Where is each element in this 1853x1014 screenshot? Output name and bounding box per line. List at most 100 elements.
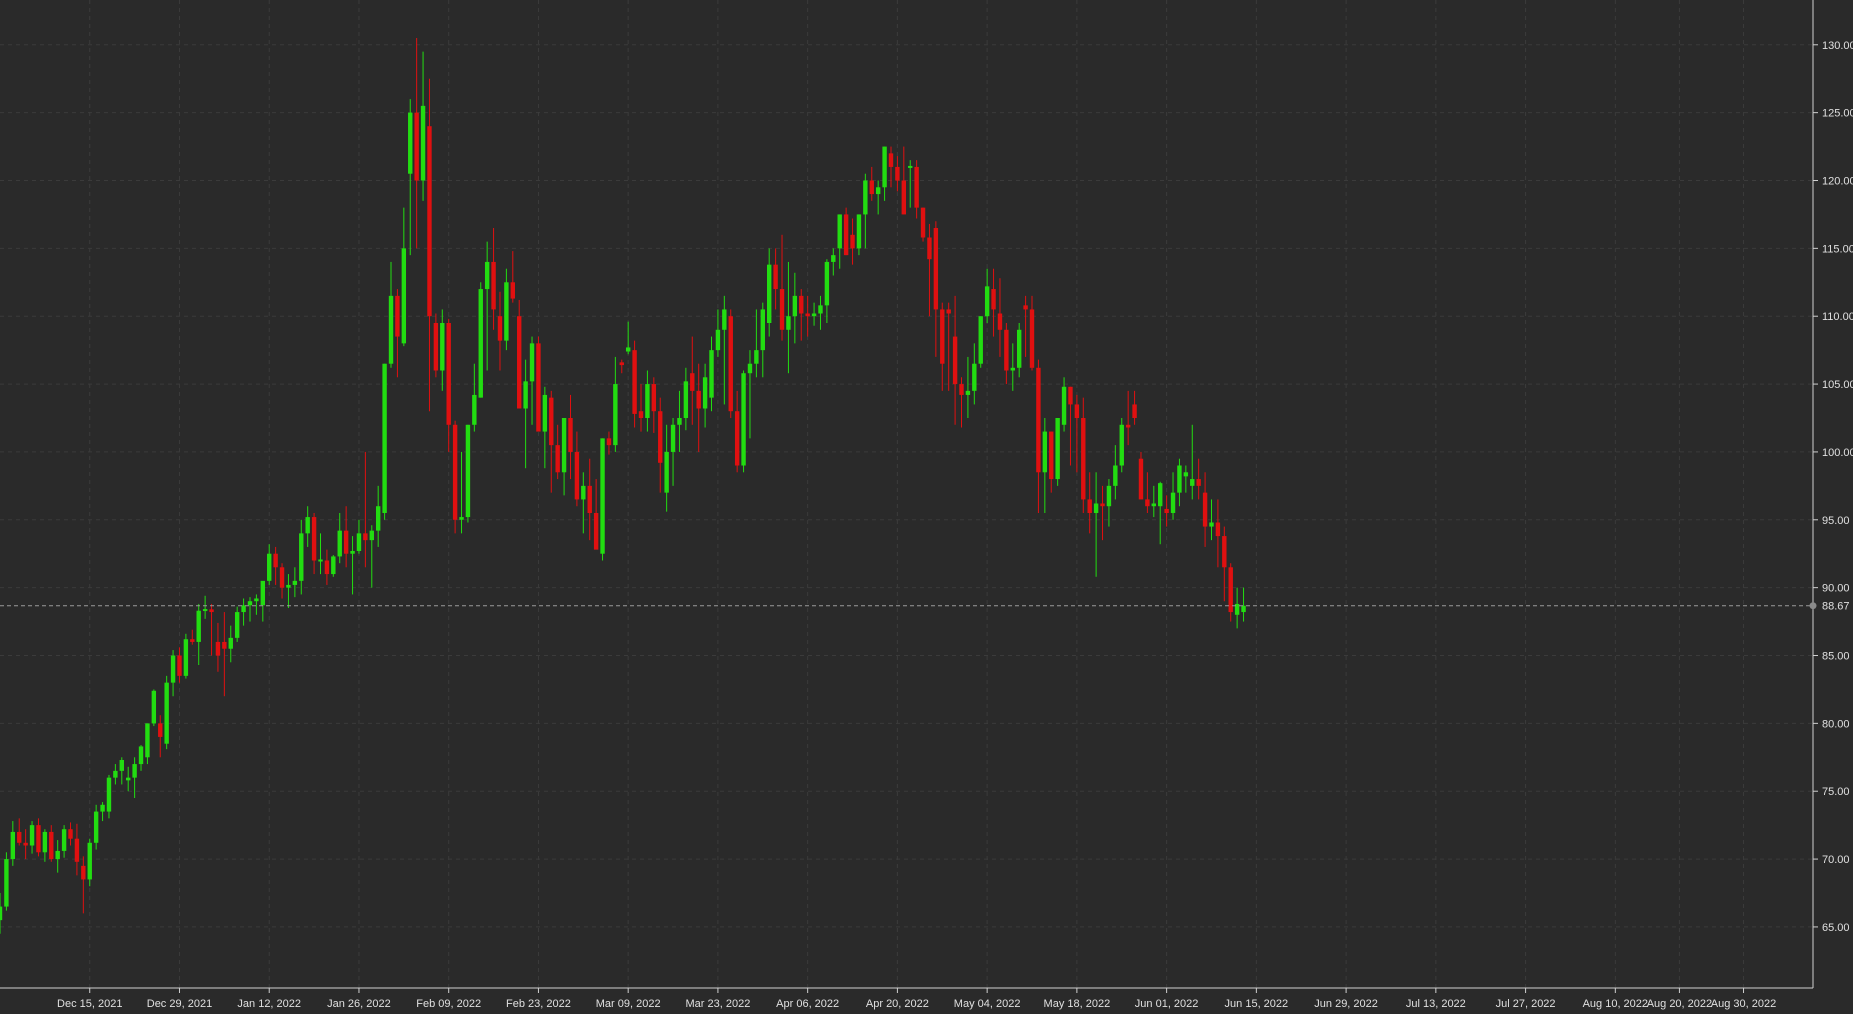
candle-body (311, 517, 317, 561)
candle (61, 825, 67, 858)
candle-body (247, 601, 253, 606)
candle (1042, 418, 1048, 513)
candle (965, 356, 971, 418)
candle (664, 424, 669, 512)
candle (1113, 445, 1118, 500)
y-tick-label: 100.00 (1822, 447, 1853, 459)
candle (1087, 472, 1092, 534)
candle-body (869, 180, 874, 195)
candle (87, 838, 92, 887)
candle-body (478, 289, 483, 398)
candle (440, 309, 445, 391)
candle-body (170, 655, 176, 683)
x-tick-label: Mar 23, 2022 (686, 998, 751, 1010)
candle (658, 397, 663, 493)
candle (465, 424, 471, 523)
x-tick-label: Aug 30, 2022 (1711, 998, 1776, 1010)
candle (408, 99, 413, 256)
candle (811, 302, 817, 326)
candle (843, 207, 849, 256)
candle (1036, 359, 1041, 513)
candle-body (818, 305, 823, 314)
x-tick-label: Jun 15, 2022 (1225, 998, 1289, 1010)
candle-body (728, 316, 733, 412)
candle (1106, 479, 1112, 527)
candle (529, 336, 535, 425)
x-tick-label: Mar 09, 2022 (596, 998, 661, 1010)
candle (324, 549, 330, 585)
candle-body (318, 559, 323, 562)
candle (818, 295, 823, 330)
candle (1068, 386, 1073, 466)
candle-body (145, 723, 150, 758)
candle-body (497, 316, 503, 341)
candle (222, 612, 227, 697)
candle (1119, 418, 1124, 473)
candle-body (632, 350, 637, 414)
candle-body (1029, 309, 1035, 368)
candle-body (882, 146, 887, 188)
candle-body (940, 309, 945, 364)
candle (183, 633, 189, 679)
candle-body (638, 411, 644, 418)
candle (138, 745, 144, 771)
y-tick-label: 125.00 (1822, 108, 1853, 120)
candle (254, 594, 259, 615)
candle-body (408, 112, 413, 174)
candle-body (1049, 431, 1054, 480)
candle-body (1087, 499, 1092, 513)
candle (1010, 343, 1015, 391)
candle (702, 363, 708, 428)
candle (401, 207, 407, 347)
candle (1151, 485, 1156, 518)
y-tick-label: 90.00 (1822, 583, 1850, 595)
candle-body (1061, 386, 1067, 425)
x-tick-label: Jan 12, 2022 (237, 998, 301, 1010)
candle-body (74, 838, 80, 862)
y-tick-label: 120.00 (1822, 176, 1853, 188)
candle (728, 309, 733, 418)
candle-body (1209, 522, 1214, 527)
candle (683, 367, 689, 431)
y-tick-label: 70.00 (1822, 854, 1850, 866)
candle (651, 377, 657, 433)
candle-body (1234, 603, 1240, 615)
candle (433, 313, 439, 378)
candle-body (484, 261, 490, 290)
candle-body (395, 295, 400, 337)
candle (581, 472, 586, 534)
candle-body (1036, 367, 1041, 473)
candle-body (350, 551, 355, 554)
candle (1029, 295, 1035, 371)
candle-body (529, 343, 535, 382)
candle (722, 295, 727, 405)
candle (202, 595, 208, 619)
candle-body (1125, 424, 1131, 428)
candle (799, 289, 804, 341)
candle (375, 485, 381, 547)
candle (151, 689, 157, 727)
candle-body (831, 255, 836, 262)
candle-body (292, 580, 298, 585)
candle (1061, 377, 1067, 432)
candle (369, 525, 374, 588)
candle (920, 207, 926, 242)
candle (478, 282, 483, 398)
candle (215, 622, 221, 672)
candle-body (715, 329, 721, 351)
candle-body (888, 153, 894, 167)
candle (119, 757, 124, 785)
candle-body (440, 323, 445, 371)
candle (625, 321, 631, 355)
candle (350, 536, 355, 595)
candle-body (100, 804, 105, 812)
candle (420, 51, 426, 201)
candle (190, 629, 195, 645)
candle (414, 38, 419, 249)
candle (311, 513, 317, 575)
candle (715, 309, 721, 357)
candle (1081, 397, 1086, 513)
candle (555, 424, 560, 480)
candle-body (1113, 465, 1118, 486)
